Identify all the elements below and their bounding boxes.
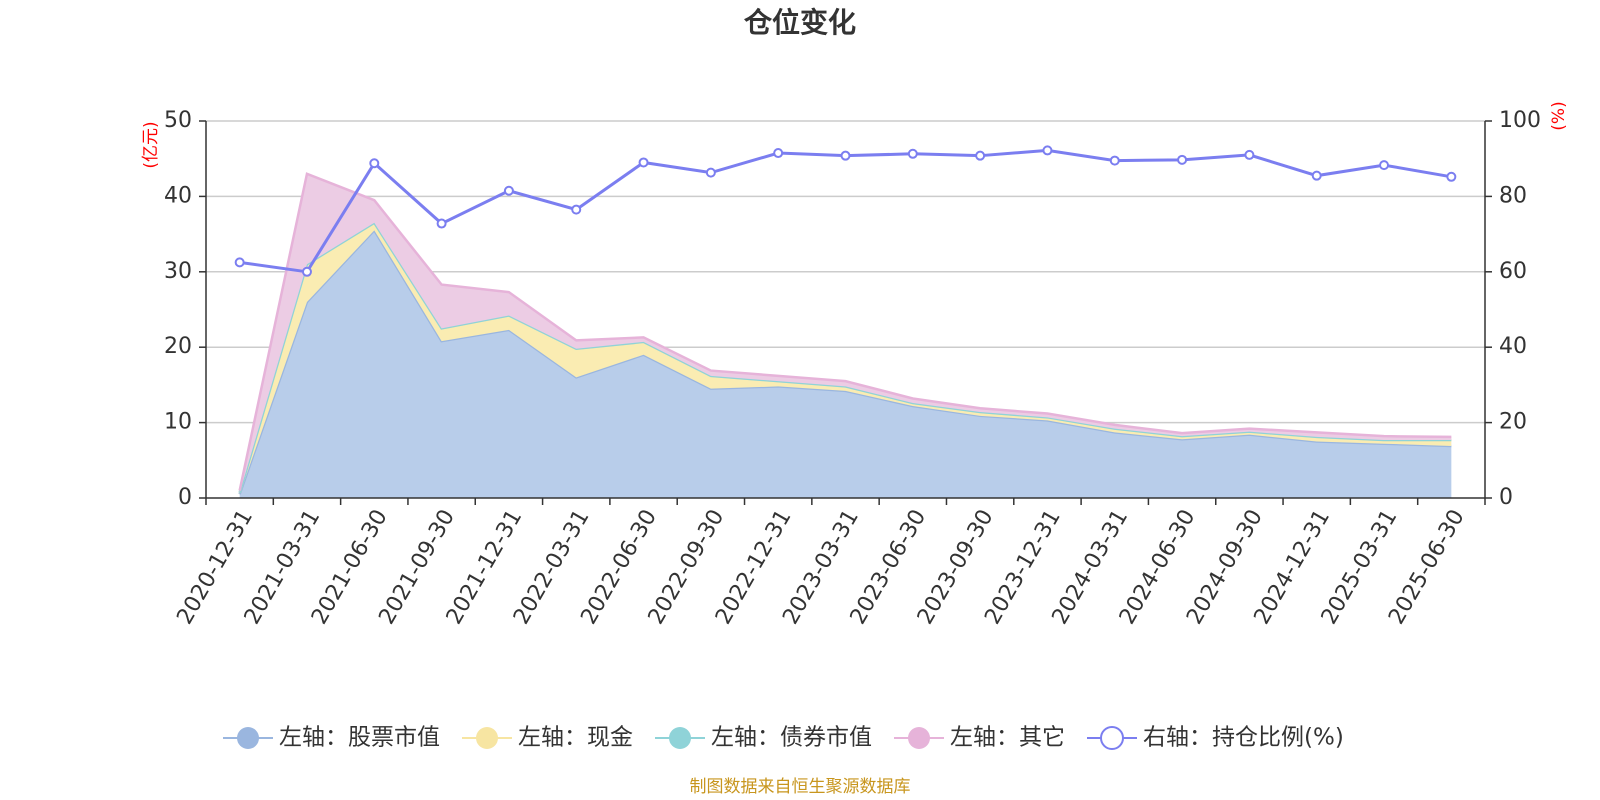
chart-title: 仓位变化	[744, 6, 856, 39]
legend-swatch-marker	[237, 727, 259, 749]
source-note: 制图数据来自恒生聚源数据库	[690, 777, 911, 797]
ratio-point	[1311, 170, 1322, 181]
ratio-point	[1446, 171, 1457, 182]
right-tick-label: 60	[1499, 259, 1527, 284]
area-edge-3	[238, 172, 1452, 491]
legend-label: 左轴：其它	[950, 725, 1065, 751]
ratio-point	[301, 266, 312, 277]
ratio-point	[369, 158, 380, 169]
legend-item: 左轴：债券市值	[655, 725, 872, 751]
ratio-point	[975, 150, 986, 161]
ratio-point	[1244, 149, 1255, 160]
legend-swatch-marker	[908, 727, 930, 749]
left-tick-label: 10	[164, 410, 192, 435]
ratio-point	[638, 157, 649, 168]
left-tick-label: 30	[164, 259, 192, 284]
legend-label: 左轴：现金	[518, 725, 633, 751]
ratio-point	[705, 167, 716, 178]
ratio-point	[773, 148, 784, 159]
right-axis-unit: (%)	[1549, 101, 1569, 130]
legend-swatch-marker	[476, 727, 498, 749]
right-tick-label: 80	[1499, 183, 1527, 208]
ratio-point	[907, 148, 918, 159]
ratio-line	[234, 145, 1457, 277]
legend-item: 左轴：现金	[462, 725, 633, 751]
area-series-3	[239, 173, 1452, 493]
legend-swatch-marker	[1100, 726, 1124, 750]
stacked-areas	[238, 172, 1452, 498]
ratio-point	[1177, 154, 1188, 165]
legend-label: 右轴：持仓比例(%)	[1143, 725, 1344, 751]
legend-label: 左轴：股票市值	[279, 725, 440, 751]
left-tick-label: 40	[164, 183, 192, 208]
legend-item: 右轴：持仓比例(%)	[1087, 725, 1344, 751]
left-tick-label: 50	[164, 108, 192, 133]
area-series-0	[239, 230, 1452, 498]
ratio-point	[840, 150, 851, 161]
right-tick-label: 20	[1499, 410, 1527, 435]
legend: 左轴：股票市值 左轴：现金 左轴：债券市值 左轴：其它 右轴：持仓比例(%)	[223, 725, 1344, 751]
ratio-point	[1379, 160, 1390, 171]
ratio-point	[234, 257, 245, 268]
left-tick-label: 20	[164, 334, 192, 359]
right-tick-label: 40	[1499, 334, 1527, 359]
legend-swatch-marker	[669, 727, 691, 749]
ratio-point	[1109, 155, 1120, 166]
ratio-point	[1042, 145, 1053, 156]
left-axis-unit: (亿元)	[141, 121, 161, 168]
left-tick-label: 0	[178, 485, 192, 510]
ratio-point	[571, 204, 582, 215]
ratio-point	[503, 185, 514, 196]
right-tick-label: 0	[1499, 485, 1513, 510]
legend-item: 左轴：其它	[894, 725, 1065, 751]
right-tick-label: 100	[1499, 108, 1541, 133]
legend-item: 左轴：股票市值	[223, 725, 440, 751]
ratio-point	[436, 218, 447, 229]
ratio-line-path	[239, 148, 1452, 274]
legend-label: 左轴：债券市值	[711, 725, 872, 751]
